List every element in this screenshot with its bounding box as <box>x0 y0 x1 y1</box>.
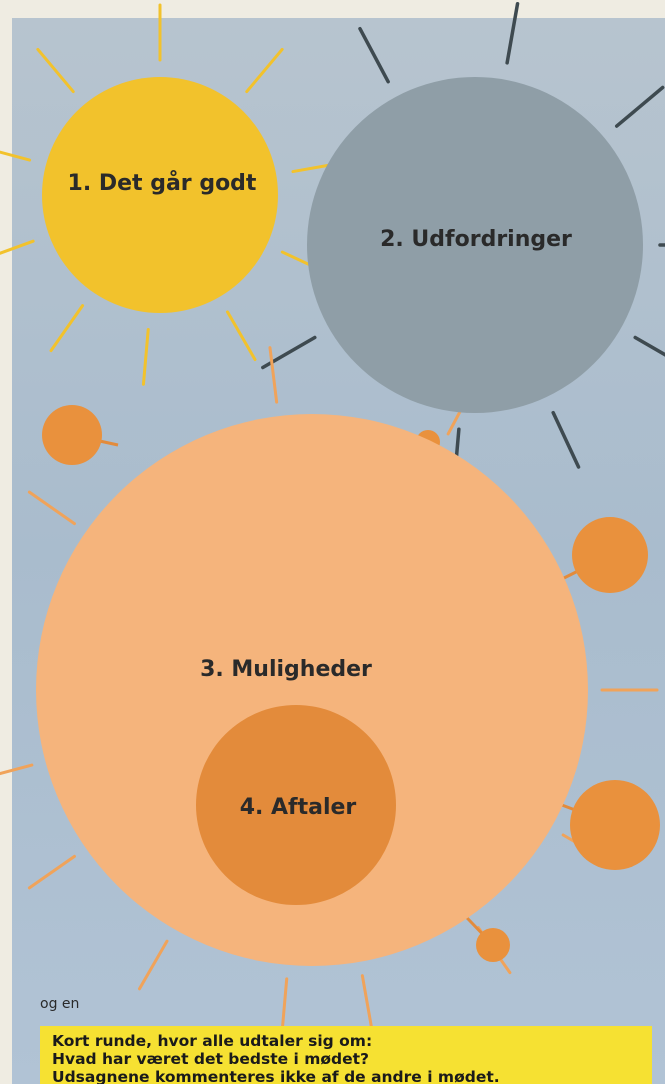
node-label: 2. Udfordringer <box>380 227 572 252</box>
box-line: Kort runde, hvor alle udtaler sig om: <box>52 1032 372 1050</box>
small-circle <box>570 780 660 870</box>
small-circle <box>572 517 648 593</box>
node-label: 4. Aftaler <box>240 795 357 820</box>
small-circle <box>42 405 102 465</box>
node-label: 1. Det går godt <box>68 170 257 196</box>
small-circle <box>476 928 510 962</box>
box-line: Hvad har været det bedste i mødet? <box>52 1050 369 1068</box>
page: 1. Det går godt 2. Udfordringer 3. Mulig… <box>0 0 665 1084</box>
node-label: 3. Muligheder <box>200 657 372 682</box>
box-line: Udsagnene kommenteres ikke af de andre i… <box>52 1068 500 1084</box>
intro-text: og en <box>40 996 79 1012</box>
